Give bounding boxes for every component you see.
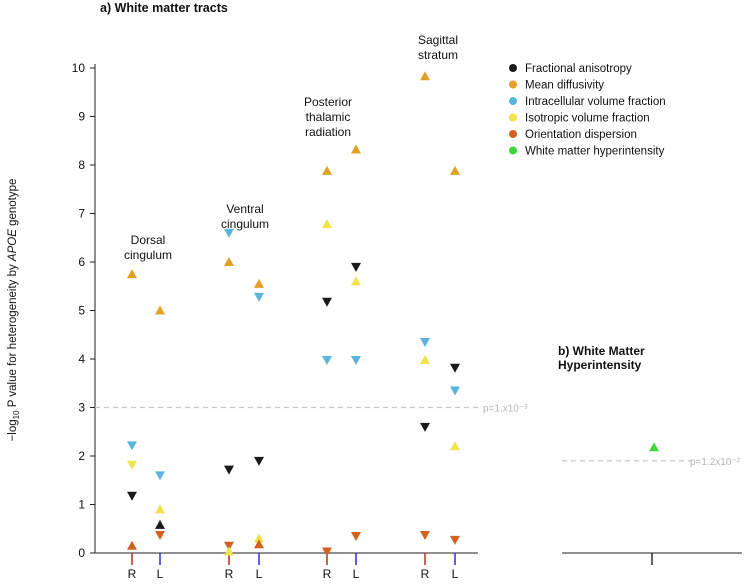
data-point xyxy=(322,219,332,229)
y-tick-label: 6 xyxy=(78,255,85,269)
y-tick-label: 9 xyxy=(78,110,85,124)
tract-label: Sagittal xyxy=(418,33,458,47)
x-tick-label: L xyxy=(256,567,263,581)
legend-marker xyxy=(509,64,517,72)
panel-a-white-matter-tracts: a) White matter tracts −log10 P value fo… xyxy=(7,1,666,581)
panel-a-axes: 0 1 2 3 4 5 6 7 8 9 10 R L R L R L R L xyxy=(72,61,478,581)
x-tick-label: R xyxy=(421,567,430,581)
x-tick-label: R xyxy=(128,567,137,581)
data-point xyxy=(224,541,234,551)
data-point xyxy=(450,363,460,373)
legend-label: Fractional anisotropy xyxy=(525,63,632,75)
legend-label: Orientation dispersion xyxy=(525,129,637,141)
panel-b-axes xyxy=(562,552,742,565)
legend-marker xyxy=(509,146,517,155)
data-point xyxy=(224,465,234,475)
data-point xyxy=(155,519,165,529)
data-point xyxy=(450,165,460,175)
panel-b-threshold-label: p=1.2x10⁻² xyxy=(690,457,741,468)
data-point xyxy=(351,532,361,542)
data-point xyxy=(450,441,460,451)
y-axis-label: −log10 P value for heterogeneity by APOE… xyxy=(7,179,21,442)
y-tick-label: 4 xyxy=(78,352,85,366)
panel-a-threshold: p=1.x10⁻³ xyxy=(95,404,528,415)
data-point xyxy=(420,338,430,348)
data-point xyxy=(351,262,361,272)
tract-label: stratum xyxy=(418,48,458,62)
panel-a-title: a) White matter tracts xyxy=(100,1,228,15)
y-tick-label: 5 xyxy=(78,304,85,318)
data-point xyxy=(127,491,137,501)
tract-labels: DorsalcingulumVentralcingulumPosteriorth… xyxy=(124,33,458,262)
y-tick-label: 7 xyxy=(78,207,85,221)
panel-b-data-point xyxy=(649,442,659,452)
tract-label: radiation xyxy=(305,125,351,139)
data-point xyxy=(420,71,430,81)
y-tick-label: 10 xyxy=(72,61,86,75)
data-point xyxy=(351,144,361,154)
threshold-label: p=1.x10⁻³ xyxy=(483,404,528,415)
data-point xyxy=(450,535,460,545)
tract-label: thalamic xyxy=(306,110,351,124)
data-point xyxy=(420,422,430,432)
panel-b-title-line: b) White Matter xyxy=(558,344,645,358)
x-tick-label: L xyxy=(452,567,459,581)
data-point xyxy=(224,546,234,556)
data-point xyxy=(127,540,137,550)
data-point xyxy=(127,269,137,279)
legend-marker xyxy=(509,130,517,138)
data-point xyxy=(254,539,264,549)
legend-label: White matter hyperintensity xyxy=(525,146,665,158)
y-tick-label: 2 xyxy=(78,449,85,463)
legend-marker xyxy=(509,113,517,122)
legend-label: Isotropic volume fraction xyxy=(525,113,650,125)
data-point xyxy=(322,297,332,307)
data-point xyxy=(155,305,165,315)
legend-marker xyxy=(509,97,517,105)
data-point xyxy=(127,460,137,470)
tract-label: Ventral xyxy=(226,202,263,216)
data-point xyxy=(155,471,165,481)
tract-label: cingulum xyxy=(124,248,172,262)
y-tick-label: 1 xyxy=(78,498,85,512)
tract-label: cingulum xyxy=(221,217,269,231)
panel-a-markers xyxy=(127,71,460,557)
data-point xyxy=(254,292,264,302)
data-point xyxy=(420,531,430,541)
legend-label: Mean diffusivity xyxy=(525,80,604,92)
data-point xyxy=(450,386,460,396)
data-point xyxy=(254,278,264,288)
x-tick-label: R xyxy=(225,567,234,581)
y-tick-label: 3 xyxy=(78,401,85,415)
data-point xyxy=(155,504,165,514)
data-point xyxy=(322,547,332,557)
tract-label: Posterior xyxy=(304,95,352,109)
data-point xyxy=(254,533,264,543)
data-point xyxy=(254,456,264,466)
y-tick-label: 0 xyxy=(78,546,85,560)
data-point xyxy=(224,228,234,238)
legend-marker xyxy=(509,80,517,89)
x-tick-label: L xyxy=(353,567,360,581)
data-point xyxy=(322,355,332,365)
data-point xyxy=(351,355,361,365)
panel-b-threshold: p=1.2x10⁻² xyxy=(562,457,741,468)
data-point xyxy=(420,354,430,364)
data-point xyxy=(127,441,137,451)
panel-b-markers xyxy=(649,442,659,452)
x-tick-label: R xyxy=(323,567,332,581)
data-point xyxy=(224,257,234,266)
data-point xyxy=(155,531,165,541)
legend: Fractional anisotropy Mean diffusivity Int… xyxy=(509,63,666,158)
panel-b-title-line: Hyperintensity xyxy=(558,358,642,372)
data-point xyxy=(322,165,332,175)
y-tick-label: 8 xyxy=(78,158,85,172)
tract-label: Dorsal xyxy=(131,233,166,247)
data-point xyxy=(351,276,361,286)
legend-label: Intracellular volume fraction xyxy=(525,96,666,108)
x-tick-label: L xyxy=(157,567,164,581)
